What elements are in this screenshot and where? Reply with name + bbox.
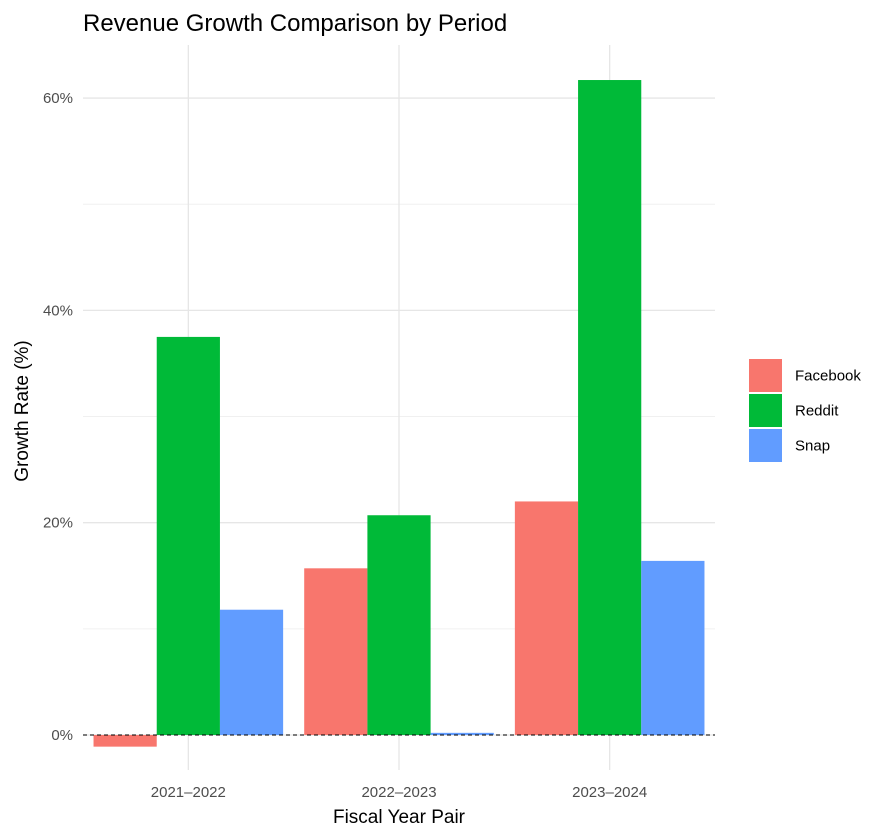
bar-snap-3 xyxy=(641,560,705,735)
bar-snap-2 xyxy=(430,732,494,735)
x-tick-label: 2023–2024 xyxy=(572,784,647,801)
chart-title: Revenue Growth Comparison by Period xyxy=(83,10,507,37)
x-axis-ticks: 2021–2022 2022–2023 2023–2024 xyxy=(151,784,647,801)
bar-facebook-2 xyxy=(304,568,368,735)
y-tick-label: 0% xyxy=(51,727,73,744)
bar-facebook-1 xyxy=(93,734,157,747)
legend-key-facebook xyxy=(749,359,782,392)
x-tick-label: 2021–2022 xyxy=(151,784,226,801)
x-tick-label: 2022–2023 xyxy=(361,784,436,801)
y-axis-ticks: 0% 20% 40% 60% xyxy=(43,90,73,744)
y-tick-label: 20% xyxy=(43,515,73,532)
legend-label-snap: Snap xyxy=(795,438,830,455)
bars xyxy=(93,80,705,747)
bar-snap-1 xyxy=(219,609,284,735)
legend-key-snap xyxy=(749,429,782,462)
x-axis-title: Fiscal Year Pair xyxy=(333,807,466,828)
bar-reddit-3 xyxy=(578,80,642,735)
y-tick-label: 40% xyxy=(43,302,73,319)
y-tick-label: 60% xyxy=(43,90,73,107)
legend-label-facebook: Facebook xyxy=(795,368,861,385)
bar-facebook-3 xyxy=(514,501,579,735)
bar-reddit-2 xyxy=(367,515,431,735)
bar-reddit-1 xyxy=(156,336,220,735)
y-axis-title: Growth Rate (%) xyxy=(12,340,33,481)
legend-label-reddit: Reddit xyxy=(795,403,839,420)
legend: Facebook Reddit Snap xyxy=(749,359,861,462)
legend-key-reddit xyxy=(749,394,782,427)
